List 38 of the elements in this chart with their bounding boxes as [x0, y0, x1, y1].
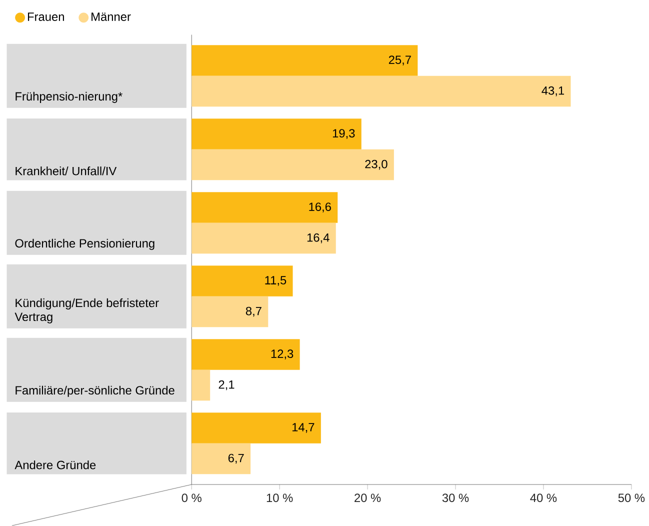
bar [192, 45, 418, 76]
data-label: 2,1 [218, 380, 234, 390]
data-label: 11,5 [265, 276, 286, 286]
bar [192, 149, 394, 180]
x-tick-label: 50 % [618, 494, 645, 502]
bar [192, 266, 293, 296]
y-tick-label: Andere Gründe [14, 460, 96, 470]
bar [192, 339, 300, 370]
x-tick-label: 40 % [530, 494, 557, 502]
data-label: 19,3 [332, 129, 355, 139]
y-tick-label: Kündigung/Ende befristeter Vertrag [14, 298, 159, 324]
y-tick-label: Familiäre/per-sönliche Gründe [16, 386, 174, 397]
bar [192, 370, 210, 401]
y-tick-label: Frühpensio-nierung* [16, 92, 122, 104]
x-tick-label: 0 % [182, 494, 202, 502]
bar [192, 118, 362, 150]
y-tick-label: Krankheit/ Unfall/IV [16, 166, 117, 176]
legend-label: Männer [92, 12, 131, 22]
x-tick-label: 10 % [266, 494, 293, 502]
data-label: 14,7 [292, 423, 314, 433]
y-tick-label: Ordentliche Pensionierung [15, 238, 154, 250]
data-label: 23,0 [365, 160, 388, 170]
data-label: 8,7 [246, 306, 262, 317]
bar [192, 222, 336, 254]
bar [192, 76, 571, 107]
bar [192, 296, 268, 328]
data-label: 43,1 [542, 86, 564, 96]
data-label: 6,7 [228, 454, 244, 464]
data-label: 16,6 [309, 202, 331, 212]
legend-label: Frauen [28, 12, 64, 22]
data-label: 25,7 [388, 56, 411, 66]
bar [192, 443, 251, 474]
bar [192, 192, 338, 223]
x-tick-label: 30 % [442, 494, 469, 502]
bar [192, 412, 321, 444]
data-label: 12,3 [271, 350, 294, 360]
data-label: 16,4 [307, 233, 330, 244]
x-tick-label: 20 % [354, 494, 381, 502]
